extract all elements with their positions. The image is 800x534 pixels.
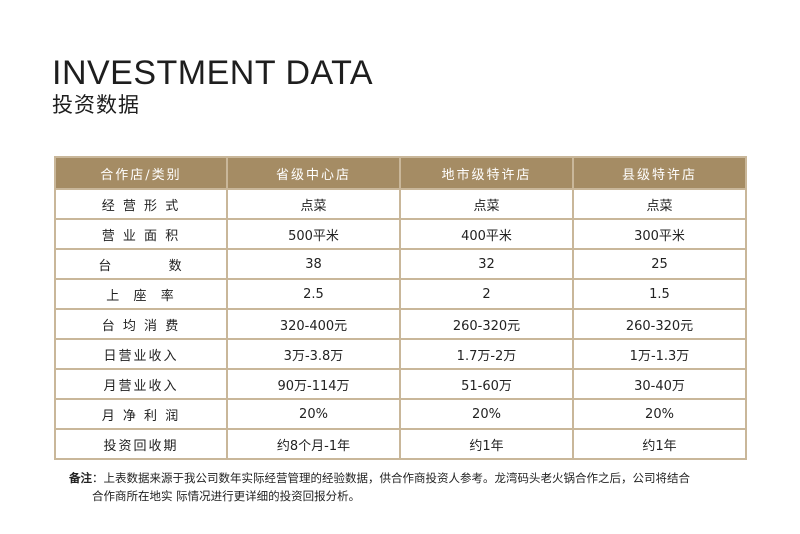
- table-cell: 1万-1.3万: [572, 338, 747, 370]
- table-cell: 51-60万: [399, 368, 574, 400]
- table-cell: 2: [399, 278, 574, 310]
- footnote-line-2: 合作商所在地实 际情况进行更详细的投资回报分析。: [92, 489, 361, 503]
- table-row: 经 营 形 式 点菜 点菜 点菜: [54, 188, 747, 220]
- table-header-row: 合作店/类别 省级中心店 地市级特许店 县级特许店: [54, 156, 747, 190]
- table-row: 日营业收入 3万-3.8万 1.7万-2万 1万-1.3万: [54, 338, 747, 370]
- table-cell: 38: [226, 248, 401, 280]
- table-cell: 260-320元: [399, 308, 574, 340]
- table-row: 月 净 利 润 20% 20% 20%: [54, 398, 747, 430]
- footnote-line-1: ：上表数据来源于我公司数年实际经营管理的经验数据，供合作商投资人参考。龙湾码头老…: [92, 471, 690, 485]
- page-title-chinese: 投资数据: [52, 93, 140, 117]
- table-cell: 约1年: [399, 428, 574, 460]
- table-cell: 260-320元: [572, 308, 747, 340]
- table-row: 上 座 率 2.5 2 1.5: [54, 278, 747, 310]
- table-cell: 点菜: [399, 188, 574, 220]
- row-label: 经 营 形 式: [54, 188, 228, 220]
- table-cell: 1.5: [572, 278, 747, 310]
- footnote: 备注：上表数据来源于我公司数年实际经营管理的经验数据，供合作商投资人参考。龙湾码…: [69, 469, 769, 505]
- table-cell: 25: [572, 248, 747, 280]
- table-cell: 约1年: [572, 428, 747, 460]
- table-row: 台 均 消 费 320-400元 260-320元 260-320元: [54, 308, 747, 340]
- row-label: 营 业 面 积: [54, 218, 228, 250]
- table-cell: 320-400元: [226, 308, 401, 340]
- column-header-city-franchise-store: 地市级特许店: [399, 156, 574, 190]
- table-row: 月营业收入 90万-114万 51-60万 30-40万: [54, 368, 747, 400]
- table-cell: 点菜: [226, 188, 401, 220]
- column-header-category: 合作店/类别: [54, 156, 228, 190]
- table-cell: 20%: [226, 398, 401, 430]
- table-row: 投资回收期 约8个月-1年 约1年 约1年: [54, 428, 747, 460]
- table-cell: 30-40万: [572, 368, 747, 400]
- page-title-english: INVESTMENT DATA: [52, 54, 374, 92]
- table-cell: 点菜: [572, 188, 747, 220]
- column-header-provincial-center-store: 省级中心店: [226, 156, 401, 190]
- table-cell: 1.7万-2万: [399, 338, 574, 370]
- table-cell: 500平米: [226, 218, 401, 250]
- table-cell: 300平米: [572, 218, 747, 250]
- table-cell: 2.5: [226, 278, 401, 310]
- column-header-county-franchise-store: 县级特许店: [572, 156, 747, 190]
- row-label: 上 座 率: [54, 278, 228, 310]
- row-label: 月营业收入: [54, 368, 228, 400]
- table-cell: 32: [399, 248, 574, 280]
- row-label: 投资回收期: [54, 428, 228, 460]
- investment-data-table-container: 合作店/类别 省级中心店 地市级特许店 县级特许店 经 营 形 式 点菜 点菜 …: [54, 156, 747, 460]
- table-cell: 约8个月-1年: [226, 428, 401, 460]
- table-cell: 3万-3.8万: [226, 338, 401, 370]
- table-cell: 20%: [572, 398, 747, 430]
- footnote-prefix: 备注: [69, 471, 92, 485]
- row-label: 台 数: [54, 248, 228, 280]
- row-label: 日营业收入: [54, 338, 228, 370]
- investment-data-table: 合作店/类别 省级中心店 地市级特许店 县级特许店 经 营 形 式 点菜 点菜 …: [54, 156, 747, 460]
- table-row: 营 业 面 积 500平米 400平米 300平米: [54, 218, 747, 250]
- table-cell: 400平米: [399, 218, 574, 250]
- table-row: 台 数 38 32 25: [54, 248, 747, 280]
- table-cell: 20%: [399, 398, 574, 430]
- row-label: 月 净 利 润: [54, 398, 228, 430]
- row-label: 台 均 消 费: [54, 308, 228, 340]
- table-cell: 90万-114万: [226, 368, 401, 400]
